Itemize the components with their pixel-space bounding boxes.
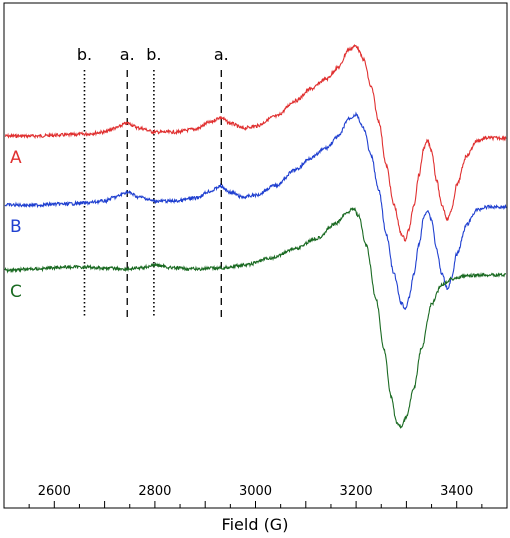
- plot-frame: [3, 2, 508, 509]
- x-tick-label: 3400: [440, 484, 473, 499]
- x-tick-label: 3200: [340, 484, 373, 499]
- marker-label: b.: [77, 45, 92, 64]
- series-trace-b: [4, 111, 507, 311]
- series-trace-a: [4, 44, 507, 242]
- marker-label: b.: [146, 45, 161, 64]
- x-tick-label: 2800: [138, 484, 171, 499]
- series-label-b: B: [10, 217, 22, 237]
- marker-label: a.: [120, 45, 135, 64]
- x-axis-title: Field (G): [222, 515, 289, 534]
- x-tick-label: 2600: [38, 484, 71, 499]
- marker-label: a.: [214, 45, 229, 64]
- x-tick-label: 3000: [239, 484, 272, 499]
- series-label-a: A: [10, 148, 22, 168]
- series-trace-c: [4, 207, 506, 429]
- series-label-c: C: [10, 282, 22, 302]
